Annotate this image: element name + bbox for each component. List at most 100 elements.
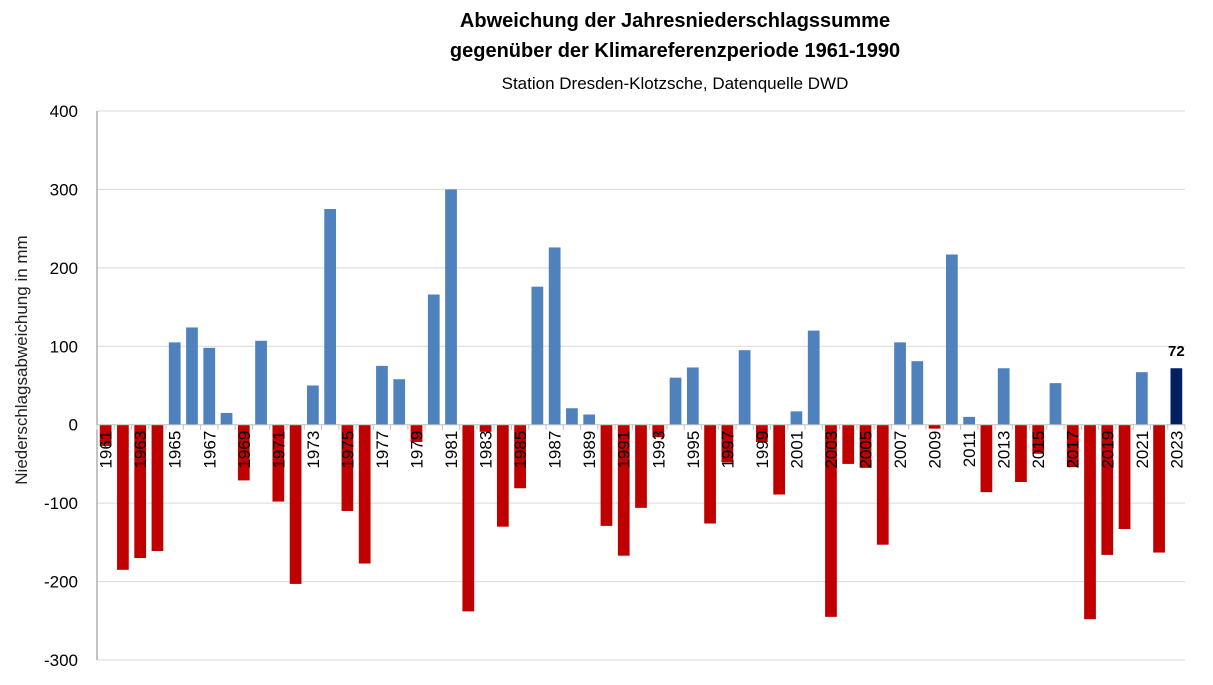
bar-1964 [151, 424, 164, 551]
bar-1976 [358, 424, 371, 564]
x-tick-label: 2009 [926, 431, 945, 469]
bar-1978 [393, 379, 406, 425]
bar-1990 [600, 424, 613, 526]
y-tick-label: -200 [44, 573, 78, 592]
bar-1970 [255, 340, 267, 425]
bar-2023 [1170, 368, 1183, 425]
bar-1984 [496, 424, 509, 527]
bar-1991 [617, 424, 630, 556]
bar-1980 [427, 294, 440, 425]
x-tick-label: 2021 [1133, 431, 1152, 469]
bar-2020 [1118, 424, 1131, 530]
bar-1962 [117, 424, 129, 570]
x-tick-label: 1993 [649, 431, 668, 469]
x-tick-label: 2023 [1167, 431, 1186, 469]
x-tick-label: 1987 [546, 431, 565, 469]
x-tick-label: 1995 [684, 431, 703, 469]
bar-2014 [1015, 424, 1027, 482]
y-tick-label: 200 [50, 259, 78, 278]
data-label-2023: 72 [1168, 343, 1185, 360]
x-tick-label: 1961 [97, 431, 116, 469]
bar-1985 [514, 424, 526, 489]
bar-2002 [807, 330, 820, 425]
x-tick-label: 1991 [615, 431, 634, 469]
bar-1994 [669, 377, 682, 425]
x-tick-label: 2005 [857, 431, 876, 469]
y-tick-label: 400 [50, 102, 78, 121]
y-tick-label: 300 [50, 180, 78, 199]
bar-2012 [980, 424, 993, 493]
x-tick-label: 1979 [407, 431, 426, 469]
bar-2001 [790, 411, 803, 425]
x-tick-label: 1981 [442, 431, 461, 469]
y-tick-label: -100 [44, 494, 78, 513]
bar-2011 [963, 416, 975, 425]
bar-1995 [686, 367, 699, 425]
x-tick-label: 1965 [166, 431, 185, 469]
bar-2013 [997, 368, 1010, 425]
x-tick-label: 2007 [891, 431, 910, 469]
bar-1993 [652, 424, 665, 438]
bar-1982 [462, 424, 475, 612]
bar-2009 [928, 424, 941, 429]
y-tick-label: -300 [44, 651, 78, 670]
y-tick-label: 0 [69, 416, 78, 435]
bar-2021 [1135, 372, 1148, 425]
x-tick-label: 1971 [269, 431, 288, 469]
x-tick-label: 2013 [995, 431, 1014, 469]
bar-1983 [479, 424, 492, 432]
bar-1975 [341, 424, 354, 511]
x-tick-label: 1983 [477, 431, 496, 469]
bar-2007 [894, 342, 906, 425]
bar-1986 [531, 286, 544, 425]
x-tick-label: 2015 [1029, 431, 1048, 469]
x-tick-label: 1975 [338, 431, 357, 469]
bar-1992 [635, 424, 647, 508]
x-tick-label: 1973 [304, 431, 323, 469]
bar-1969 [237, 424, 250, 481]
x-tick-label: 1989 [580, 431, 599, 469]
bar-2003 [825, 424, 837, 617]
bar-2016 [1049, 383, 1062, 425]
bar-2006 [876, 424, 889, 545]
chart-subtitle: Station Dresden-Klotzsche, Datenquelle D… [501, 74, 849, 93]
bar-2004 [842, 424, 855, 464]
x-tick-label: 1967 [200, 431, 219, 469]
y-tick-label: 100 [50, 337, 78, 356]
x-tick-label: 1963 [131, 431, 150, 469]
bar-2010 [945, 254, 958, 425]
x-tick-label: 2003 [822, 431, 841, 469]
bar-1972 [289, 424, 302, 584]
x-tick-label: 2017 [1064, 431, 1083, 469]
bar-1987 [548, 247, 561, 425]
bar-1968 [220, 412, 233, 425]
bar-1981 [445, 189, 457, 425]
bar-1997 [721, 424, 734, 463]
bar-2000 [773, 424, 786, 495]
bar-2017 [1066, 424, 1079, 468]
bar-1996 [704, 424, 716, 524]
x-tick-label: 1997 [718, 431, 737, 469]
bar-1989 [583, 414, 596, 425]
chart-title: Abweichung der Jahresniederschlagssumme [459, 10, 891, 32]
x-tick-label: 1969 [235, 431, 254, 469]
bar-1998 [738, 350, 751, 425]
x-tick-label: 1977 [373, 431, 392, 469]
bar-2008 [911, 361, 924, 425]
bar-1988 [566, 408, 578, 425]
bar-1973 [307, 385, 319, 425]
bar-2005 [859, 424, 872, 468]
bar-1979 [410, 424, 423, 442]
bar-1966 [186, 327, 198, 425]
bar-1961 [99, 424, 112, 446]
bar-1974 [324, 209, 337, 425]
bar-2022 [1153, 424, 1165, 553]
bar-2018 [1084, 424, 1096, 620]
x-tick-label: 1985 [511, 431, 530, 469]
x-tick-label: 2001 [787, 431, 806, 469]
x-tick-label: 2019 [1098, 431, 1117, 469]
bar-1999 [756, 424, 768, 442]
x-tick-label: 2011 [960, 431, 979, 468]
x-tick-label: 1999 [753, 431, 772, 469]
